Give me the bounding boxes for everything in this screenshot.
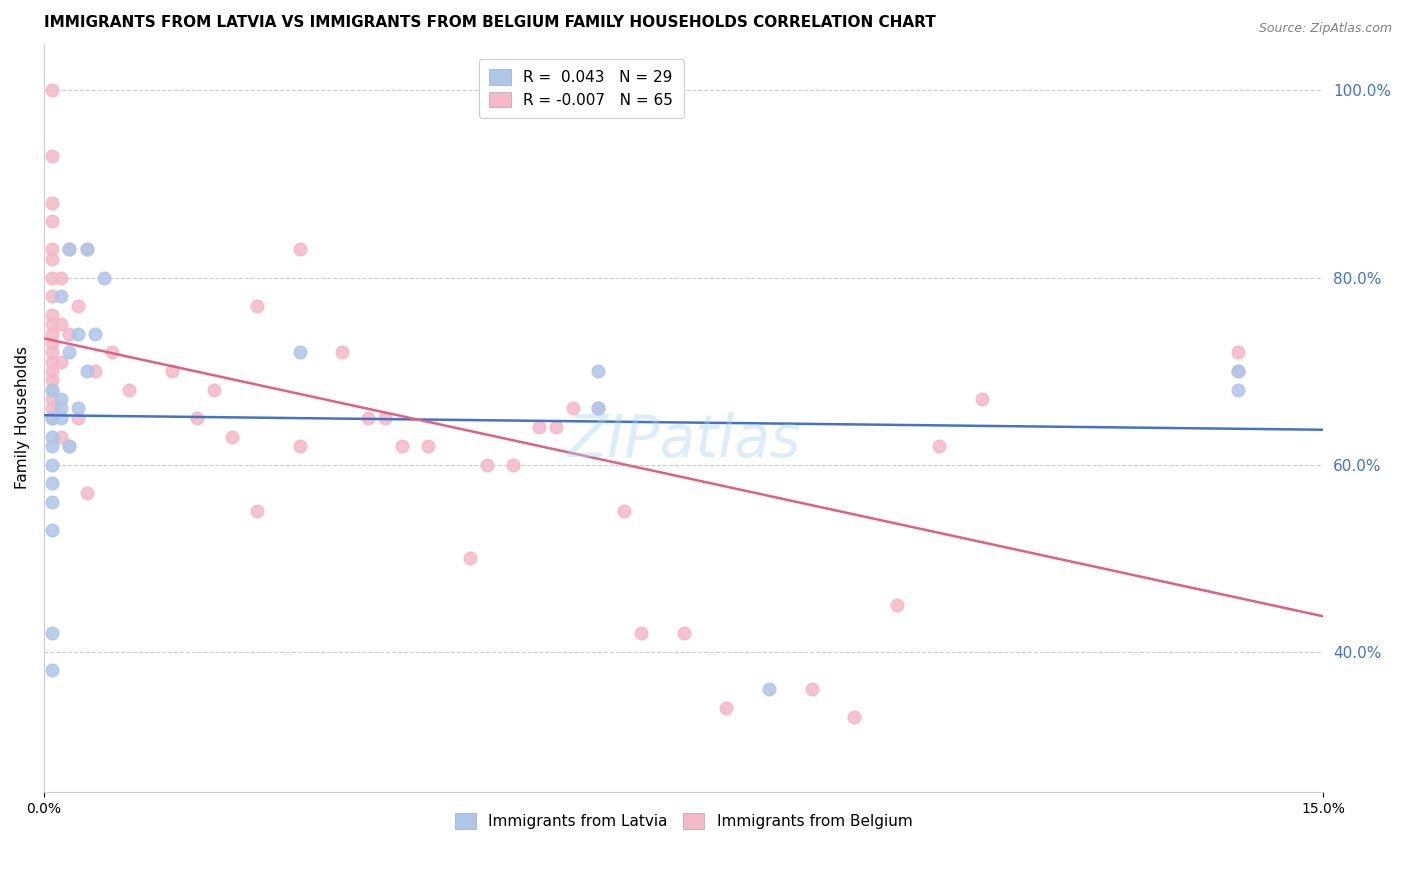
Point — [41, 410, 63, 425]
Point — [58, 439, 80, 453]
Point — [49, 401, 72, 416]
Point — [588, 364, 610, 378]
Point — [357, 410, 380, 425]
Point — [630, 626, 652, 640]
Point — [477, 458, 499, 472]
Point — [886, 598, 908, 612]
Point — [672, 626, 695, 640]
Point — [246, 299, 269, 313]
Point — [41, 252, 63, 266]
Point — [76, 364, 98, 378]
Point — [76, 485, 98, 500]
Point — [66, 401, 89, 416]
Point — [58, 243, 80, 257]
Point — [76, 243, 98, 257]
Point — [460, 551, 482, 566]
Point — [588, 401, 610, 416]
Point — [416, 439, 439, 453]
Point — [288, 243, 311, 257]
Point — [41, 149, 63, 163]
Point — [41, 523, 63, 537]
Point — [41, 410, 63, 425]
Point — [1227, 345, 1250, 359]
Point — [84, 326, 107, 341]
Point — [41, 326, 63, 341]
Point — [246, 504, 269, 518]
Point — [58, 243, 80, 257]
Text: ZIPatlas: ZIPatlas — [567, 412, 800, 469]
Point — [844, 710, 866, 724]
Point — [41, 495, 63, 509]
Point — [41, 336, 63, 351]
Point — [58, 326, 80, 341]
Point — [502, 458, 524, 472]
Point — [41, 383, 63, 397]
Point — [41, 383, 63, 397]
Point — [76, 243, 98, 257]
Text: Source: ZipAtlas.com: Source: ZipAtlas.com — [1258, 22, 1392, 36]
Point — [66, 299, 89, 313]
Point — [391, 439, 413, 453]
Point — [66, 326, 89, 341]
Point — [41, 243, 63, 257]
Point — [561, 401, 583, 416]
Point — [84, 364, 107, 378]
Point — [288, 439, 311, 453]
Point — [972, 392, 994, 406]
Point — [41, 476, 63, 491]
Point — [288, 345, 311, 359]
Point — [49, 429, 72, 443]
Point — [41, 214, 63, 228]
Point — [1227, 364, 1250, 378]
Point — [186, 410, 208, 425]
Point — [66, 410, 89, 425]
Point — [49, 318, 72, 332]
Y-axis label: Family Households: Family Households — [15, 346, 30, 490]
Point — [41, 308, 63, 322]
Point — [1227, 383, 1250, 397]
Point — [332, 345, 354, 359]
Point — [41, 289, 63, 303]
Point — [41, 354, 63, 368]
Point — [527, 420, 550, 434]
Point — [588, 401, 610, 416]
Point — [93, 270, 115, 285]
Point — [41, 373, 63, 387]
Point — [613, 504, 636, 518]
Point — [41, 392, 63, 406]
Point — [101, 345, 124, 359]
Point — [49, 270, 72, 285]
Point — [49, 410, 72, 425]
Point — [41, 318, 63, 332]
Point — [204, 383, 226, 397]
Point — [758, 681, 780, 696]
Point — [41, 439, 63, 453]
Point — [800, 681, 823, 696]
Point — [49, 354, 72, 368]
Point — [58, 345, 80, 359]
Point — [41, 626, 63, 640]
Point — [716, 700, 738, 714]
Point — [41, 664, 63, 678]
Point — [58, 439, 80, 453]
Point — [544, 420, 567, 434]
Text: IMMIGRANTS FROM LATVIA VS IMMIGRANTS FROM BELGIUM FAMILY HOUSEHOLDS CORRELATION : IMMIGRANTS FROM LATVIA VS IMMIGRANTS FRO… — [44, 15, 935, 30]
Point — [41, 429, 63, 443]
Point — [1227, 364, 1250, 378]
Point — [41, 195, 63, 210]
Point — [118, 383, 141, 397]
Point — [49, 392, 72, 406]
Point — [41, 401, 63, 416]
Point — [41, 83, 63, 97]
Legend: Immigrants from Latvia, Immigrants from Belgium: Immigrants from Latvia, Immigrants from … — [447, 805, 920, 837]
Point — [221, 429, 243, 443]
Point — [49, 289, 72, 303]
Point — [160, 364, 183, 378]
Point — [41, 458, 63, 472]
Point — [41, 364, 63, 378]
Point — [374, 410, 396, 425]
Point — [928, 439, 950, 453]
Point — [41, 270, 63, 285]
Point — [41, 345, 63, 359]
